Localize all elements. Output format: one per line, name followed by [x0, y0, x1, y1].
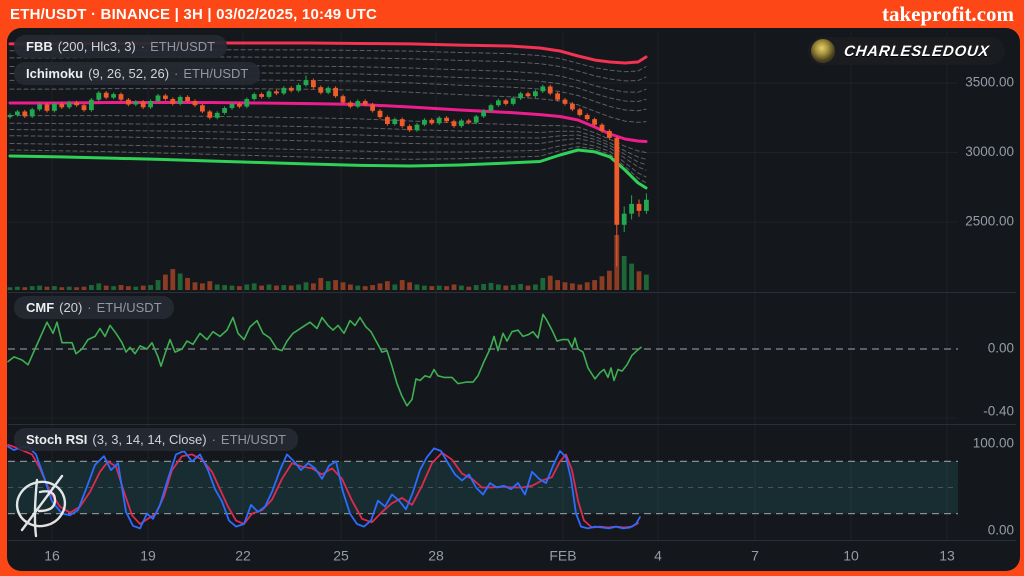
ichimoku-symbol: ETH/USDT: [183, 66, 249, 81]
fbb-symbol: ETH/USDT: [150, 39, 216, 54]
svg-text:19: 19: [140, 548, 156, 564]
price-axis[interactable]: 3500.00 3000.00 2500.00 0.00 -0.40 100.00 0.00: [965, 75, 1014, 538]
chart-container: 3500.00 3000.00 2500.00 0.00 -0.40 100.00 0.00…: [7, 28, 1020, 571]
stoch-rsi-panel: [7, 443, 958, 530]
cmf-params: (20): [59, 300, 83, 315]
svg-text:100.00: 100.00: [973, 436, 1014, 451]
svg-text:3500.00: 3500.00: [965, 75, 1014, 90]
svg-text:22: 22: [235, 548, 251, 564]
stoch-rsi-symbol: ETH/USDT: [220, 432, 286, 447]
fbb-bands: [8, 41, 648, 190]
svg-text:4: 4: [654, 548, 662, 564]
svg-text:FEB: FEB: [549, 548, 576, 564]
svg-text:16: 16: [44, 548, 60, 564]
brand-text: takeprofit.com: [882, 1, 1014, 26]
svg-text:2500.00: 2500.00: [965, 214, 1014, 229]
username: CHARLESLEDOUX: [842, 42, 991, 60]
panel-separators: [8, 292, 1016, 541]
stoch-rsi-params: (3, 3, 14, 14, Close): [92, 432, 207, 447]
svg-text:-0.40: -0.40: [983, 404, 1014, 419]
takeprofit-watermark-logo: [15, 474, 67, 538]
fbb-indicator-pill[interactable]: FBB (200, Hlc3, 3) · ETH/USDT: [14, 35, 228, 58]
dot-separator: ·: [174, 66, 179, 81]
fbb-params: (200, Hlc3, 3): [57, 39, 136, 54]
volume-bars: [7, 235, 649, 290]
ichimoku-params: (9, 26, 52, 26): [88, 66, 170, 81]
dot-separator: ·: [211, 432, 216, 447]
stoch-rsi-indicator-pill[interactable]: Stoch RSI (3, 3, 14, 14, Close) · ETH/US…: [14, 428, 298, 451]
svg-text:0.00: 0.00: [988, 523, 1014, 538]
chart-canvas[interactable]: 3500.00 3000.00 2500.00 0.00 -0.40 100.00 0.00…: [7, 28, 1020, 571]
svg-text:10: 10: [843, 548, 859, 564]
cmf-symbol: ETH/USDT: [96, 300, 162, 315]
chart-title: ETH/USDT · BINANCE | 3H | 03/02/2025, 10…: [10, 5, 378, 23]
svg-text:13: 13: [939, 548, 955, 564]
stoch-rsi-name: Stoch RSI: [26, 432, 88, 447]
candles: [7, 75, 649, 267]
dot-separator: ·: [140, 39, 146, 54]
ichimoku-indicator-pill[interactable]: Ichimoku (9, 26, 52, 26) · ETH/USDT: [14, 62, 261, 85]
cmf-indicator-pill[interactable]: CMF (20) · ETH/USDT: [14, 296, 174, 319]
header-bar: ETH/USDT · BINANCE | 3H | 03/02/2025, 10…: [0, 0, 1024, 28]
dot-separator: ·: [87, 300, 92, 315]
svg-text:7: 7: [751, 548, 759, 564]
fbb-name: FBB: [26, 39, 53, 54]
svg-text:28: 28: [428, 548, 444, 564]
time-axis[interactable]: 16 19 22 25 28 FEB 4 7 10 13: [44, 548, 955, 564]
svg-text:25: 25: [333, 548, 349, 564]
cmf-panel: [7, 313, 958, 407]
avatar: [810, 39, 835, 63]
ichimoku-name: Ichimoku: [26, 66, 84, 81]
svg-text:0.00: 0.00: [988, 341, 1014, 356]
svg-text:3000.00: 3000.00: [965, 144, 1014, 159]
user-badge[interactable]: CHARLESLEDOUX: [807, 37, 1005, 65]
cmf-name: CMF: [26, 300, 55, 315]
